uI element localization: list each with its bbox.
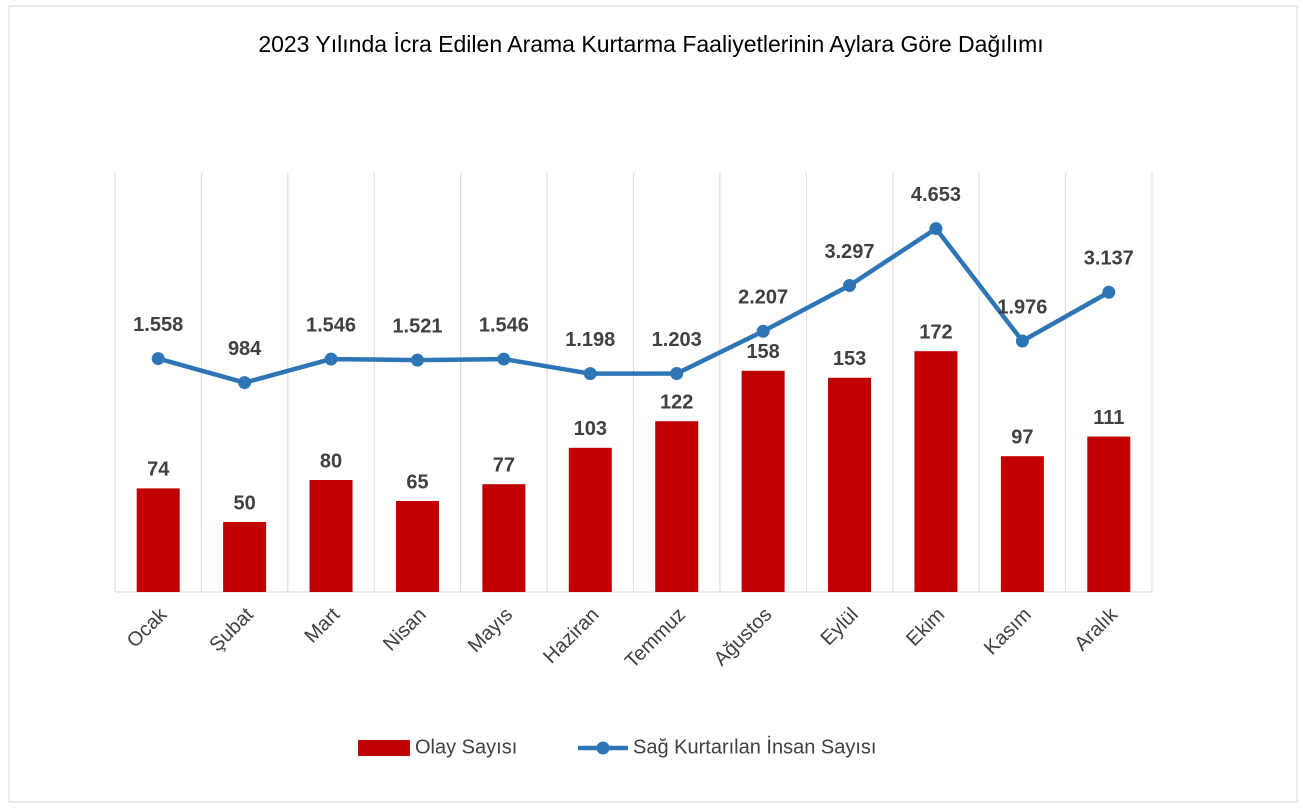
bar-value-label: 103 — [574, 418, 607, 440]
bar — [828, 377, 872, 592]
bar-value-label: 97 — [1011, 426, 1033, 448]
bar — [655, 421, 699, 592]
legend-marker — [596, 741, 610, 755]
line — [157, 226, 1110, 385]
bar-value-label: 153 — [833, 348, 866, 370]
line-value-label: 984 — [228, 338, 262, 360]
bar — [741, 370, 785, 592]
line-marker — [670, 366, 684, 380]
bar — [395, 501, 439, 592]
line-marker — [410, 353, 424, 367]
line-value-label: 1.546 — [479, 314, 529, 336]
line-marker — [238, 376, 252, 390]
legend-label: Sağ Kurtarılan İnsan Sayısı — [633, 735, 876, 758]
line-marker — [756, 324, 770, 338]
bar-value-label: 77 — [493, 454, 515, 476]
line-value-label: 1.521 — [392, 315, 442, 337]
bar — [223, 522, 267, 592]
line-value-label: 3.137 — [1084, 248, 1134, 270]
bar — [1087, 436, 1131, 592]
line-marker — [324, 352, 338, 366]
line-value-label: 3.297 — [825, 241, 875, 263]
line-marker — [583, 367, 597, 381]
legend-swatch — [358, 740, 410, 756]
bar-value-label: 80 — [320, 450, 342, 472]
bar — [136, 488, 180, 592]
line-marker — [843, 279, 857, 293]
bar-value-label: 172 — [919, 321, 952, 343]
chart-border — [8, 5, 1298, 803]
line-marker — [497, 352, 511, 366]
bar-value-label: 122 — [660, 391, 693, 413]
line-marker — [1102, 285, 1116, 299]
line-value-label: 1.558 — [133, 314, 183, 336]
bar — [568, 447, 612, 592]
bar-value-label: 158 — [746, 341, 779, 363]
legend-label: Olay Sayısı — [415, 736, 517, 758]
line-value-label: 1.198 — [565, 329, 615, 351]
bar — [309, 480, 353, 592]
bar-value-label: 65 — [406, 471, 428, 493]
line-marker — [929, 222, 943, 236]
line-marker — [1015, 334, 1029, 348]
bar-value-label: 74 — [147, 459, 170, 481]
bar — [1000, 456, 1044, 592]
line-value-label: 1.976 — [997, 296, 1047, 318]
bar — [914, 351, 958, 592]
line-value-label: 1.546 — [306, 314, 356, 336]
line-value-label: 4.653 — [911, 184, 961, 206]
bar-value-label: 111 — [1093, 407, 1124, 429]
bar — [482, 484, 526, 592]
line-value-label: 2.207 — [738, 287, 788, 309]
line-value-label: 1.203 — [652, 329, 702, 351]
chart-title: 2023 Yılında İcra Edilen Arama Kurtarma … — [258, 31, 1043, 57]
bar-value-label: 50 — [234, 492, 256, 514]
line-marker — [151, 352, 165, 366]
